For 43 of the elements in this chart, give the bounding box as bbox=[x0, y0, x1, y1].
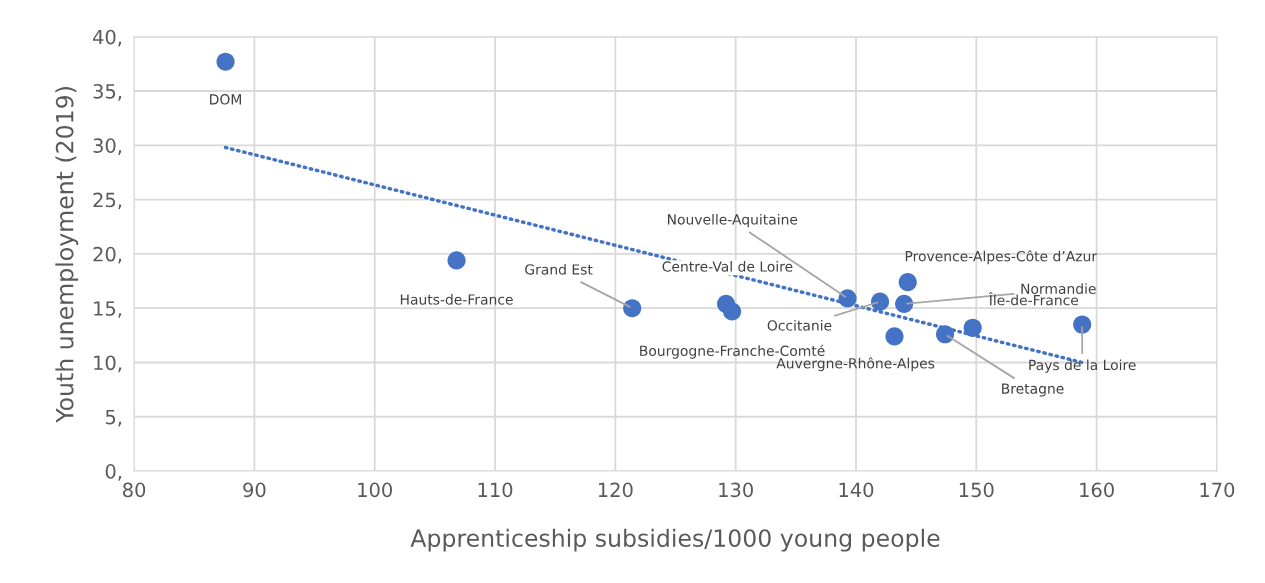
y-tick-label: 15, bbox=[94, 301, 122, 318]
annotation: Auvergne-Rhône-Alpes bbox=[776, 357, 935, 372]
x-tick-label: 100 bbox=[358, 482, 392, 498]
annotation: Hauts-de-France bbox=[400, 293, 513, 305]
annotation: Normandie bbox=[1021, 283, 1096, 294]
x-tick-label: 120 bbox=[598, 482, 633, 498]
y-tick-label: 25, bbox=[93, 192, 122, 210]
point bbox=[1073, 315, 1092, 334]
point bbox=[898, 273, 917, 292]
annotation: Centre-Val de Loire bbox=[662, 261, 793, 272]
y-tick-label: 30, bbox=[93, 138, 122, 155]
x-tick-label: 160 bbox=[1080, 482, 1114, 498]
x-tick-label: 170 bbox=[1200, 482, 1235, 498]
y-tick-label: 40, bbox=[93, 29, 122, 47]
y-tick-label: 20, bbox=[93, 246, 122, 264]
x-axis-title: Apprenticeship subsidies/1000 young people bbox=[410, 528, 940, 552]
point bbox=[895, 294, 914, 313]
point bbox=[623, 299, 642, 318]
x-tick-label: 110 bbox=[478, 482, 513, 498]
point bbox=[447, 251, 466, 270]
x-tick-label: 140 bbox=[839, 482, 874, 498]
annotation: Grand Est bbox=[525, 263, 593, 275]
x-tick-label: 150 bbox=[959, 482, 994, 498]
annotation: Bretagne bbox=[1002, 383, 1064, 397]
annotation: Occitanie bbox=[767, 319, 832, 331]
y-axis-title: Youth unemployment (2019) bbox=[55, 87, 79, 423]
annotation: Nouvelle-Aquitaine bbox=[667, 213, 798, 228]
annotation: Provence-Alpes-Côte d’Azur bbox=[905, 250, 1098, 265]
point bbox=[216, 52, 235, 71]
y-tick-label: 5, bbox=[105, 409, 122, 427]
annotation: DOM bbox=[210, 94, 241, 105]
annotation: Pays de la Loire bbox=[1029, 359, 1136, 373]
y-tick-label: 35, bbox=[93, 83, 122, 101]
annotation: Île-de-France bbox=[988, 292, 1079, 306]
y-tick-label: 0, bbox=[105, 464, 122, 481]
x-tick-label: 80 bbox=[123, 482, 146, 498]
point bbox=[870, 292, 890, 311]
point bbox=[723, 302, 742, 321]
annotation: Bourgogne-Franche-Comté bbox=[640, 344, 825, 359]
y-tick-label: 10, bbox=[94, 355, 122, 373]
point bbox=[885, 327, 904, 346]
x-tick-label: 90 bbox=[243, 482, 266, 498]
x-tick-label: 130 bbox=[719, 482, 753, 498]
